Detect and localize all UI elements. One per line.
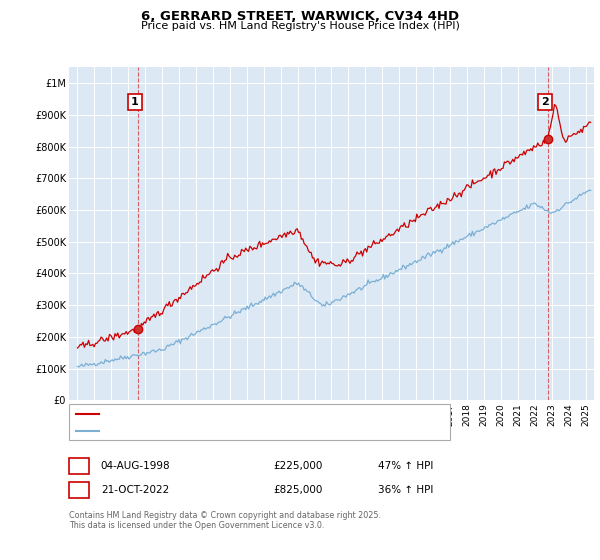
Text: 2: 2 (75, 485, 83, 495)
Text: HPI: Average price, detached house, Warwick: HPI: Average price, detached house, Warw… (104, 426, 325, 436)
Text: 21-OCT-2022: 21-OCT-2022 (101, 485, 169, 495)
Text: 47% ↑ HPI: 47% ↑ HPI (378, 461, 433, 471)
Text: £225,000: £225,000 (273, 461, 322, 471)
Text: 36% ↑ HPI: 36% ↑ HPI (378, 485, 433, 495)
Text: Contains HM Land Registry data © Crown copyright and database right 2025.
This d: Contains HM Land Registry data © Crown c… (69, 511, 381, 530)
Text: £825,000: £825,000 (273, 485, 322, 495)
Text: 1: 1 (131, 97, 139, 107)
Text: 1: 1 (75, 461, 83, 471)
Text: 6, GERRARD STREET, WARWICK, CV34 4HD (detached house): 6, GERRARD STREET, WARWICK, CV34 4HD (de… (104, 409, 404, 419)
Text: Price paid vs. HM Land Registry's House Price Index (HPI): Price paid vs. HM Land Registry's House … (140, 21, 460, 31)
Text: 2: 2 (541, 97, 549, 107)
Text: 04-AUG-1998: 04-AUG-1998 (101, 461, 170, 471)
Text: 6, GERRARD STREET, WARWICK, CV34 4HD: 6, GERRARD STREET, WARWICK, CV34 4HD (141, 10, 459, 23)
